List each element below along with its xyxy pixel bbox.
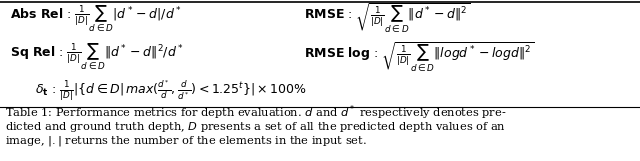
Text: $\mathbf{Sq\ Rel}$ : $\frac{1}{|D|} \sum_{d \in D} \|d^* - d\|^2/d^*$: $\mathbf{Sq\ Rel}$ : $\frac{1}{|D|} \sum…	[10, 42, 184, 72]
Text: Table 1: Performance metrics for depth evaluation. $d$ and $d^*$ respectively de: Table 1: Performance metrics for depth e…	[5, 104, 507, 122]
Text: dicted and ground truth depth, $D$ presents a set of all the predicted depth val: dicted and ground truth depth, $D$ prese…	[5, 120, 506, 134]
Text: $\mathbf{Abs\ Rel}$ : $\frac{1}{|D|} \sum_{d \in D} |d^* - d|/d^*$: $\mathbf{Abs\ Rel}$ : $\frac{1}{|D|} \su…	[10, 3, 182, 34]
Text: image, $|.|$ returns the number of the elements in the input set.: image, $|.|$ returns the number of the e…	[5, 134, 367, 148]
Text: $\mathbf{RMSE\ log}$ : $\sqrt{\frac{1}{|D|} \sum_{d \in D} \|logd^* - logd\|^2}$: $\mathbf{RMSE\ log}$ : $\sqrt{\frac{1}{|…	[304, 40, 534, 74]
Text: $\delta_\mathbf{t}$ : $\frac{1}{|D|} |\{d \in D|\, max(\frac{d^*}{d}, \frac{d}{d: $\delta_\mathbf{t}$ : $\frac{1}{|D|} |\{…	[35, 79, 307, 103]
Text: $\mathbf{RMSE}$ : $\sqrt{\frac{1}{|D|} \sum_{d \in D} \|d^* - d\|^2}$: $\mathbf{RMSE}$ : $\sqrt{\frac{1}{|D|} \…	[304, 2, 470, 35]
